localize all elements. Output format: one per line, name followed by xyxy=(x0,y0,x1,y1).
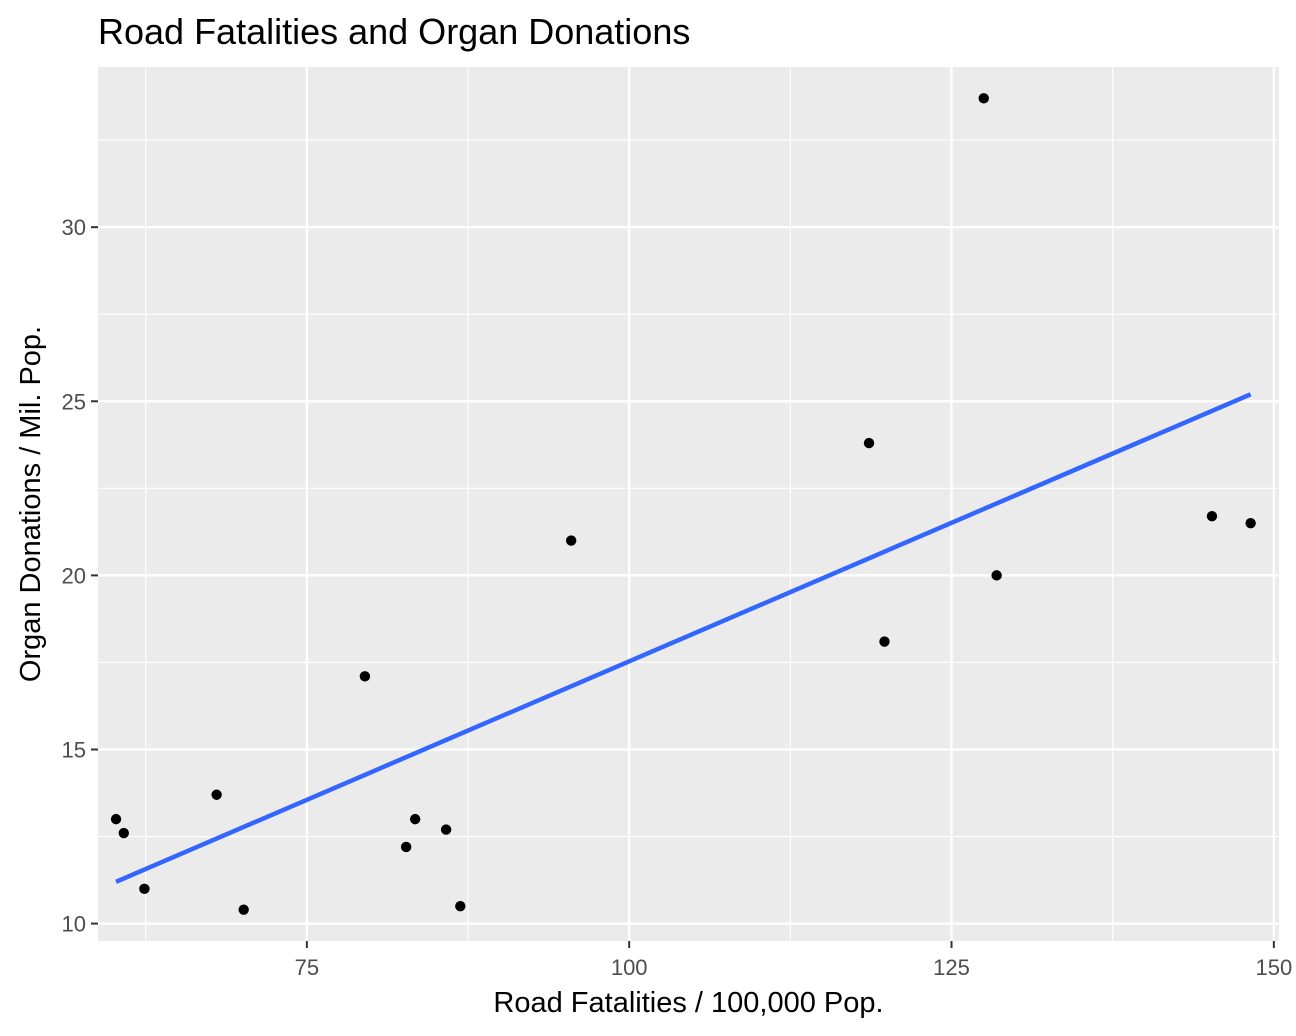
data-point xyxy=(455,900,466,912)
y-tick-label: 15 xyxy=(62,737,86,762)
data-point xyxy=(409,813,421,825)
data-point xyxy=(139,883,150,894)
data-point xyxy=(110,813,122,825)
data-point xyxy=(991,570,1002,581)
data-point xyxy=(440,824,452,835)
x-tick-label: 125 xyxy=(933,955,970,980)
data-point xyxy=(565,535,577,546)
data-point xyxy=(879,636,890,647)
y-axis-title: Organ Donations / Mil. Pop. xyxy=(15,326,47,682)
x-axis-title: Road Fatalities / 100,000 Pop. xyxy=(493,987,883,1019)
data-point xyxy=(1245,517,1256,529)
plot-panel xyxy=(98,67,1279,941)
x-tick-labels: 75 100 125 150 xyxy=(295,955,1293,980)
y-tick-label: 20 xyxy=(62,563,86,588)
data-point xyxy=(863,437,875,449)
minor-gridlines xyxy=(98,67,1279,941)
data-point xyxy=(211,789,222,800)
data-point xyxy=(1206,510,1218,522)
data-point xyxy=(118,827,129,839)
y-tick-label: 10 xyxy=(62,912,86,937)
data-point xyxy=(978,93,989,104)
axis-ticks xyxy=(91,226,1275,948)
data-point xyxy=(400,841,412,853)
y-tick-label: 30 xyxy=(62,215,86,240)
y-tick-labels: 10 15 20 25 30 xyxy=(62,215,86,936)
x-tick-label: 100 xyxy=(611,955,648,980)
data-point xyxy=(359,671,371,682)
points-layer xyxy=(110,93,1256,915)
chart-title: Road Fatalities and Organ Donations xyxy=(98,11,690,52)
data-point xyxy=(238,904,249,915)
y-tick-label: 25 xyxy=(62,389,86,414)
x-tick-label: 75 xyxy=(295,955,319,980)
major-gridlines xyxy=(98,67,1279,941)
regression-line xyxy=(115,392,1252,884)
x-tick-label: 150 xyxy=(1255,955,1292,980)
fit-line-layer xyxy=(115,392,1252,884)
